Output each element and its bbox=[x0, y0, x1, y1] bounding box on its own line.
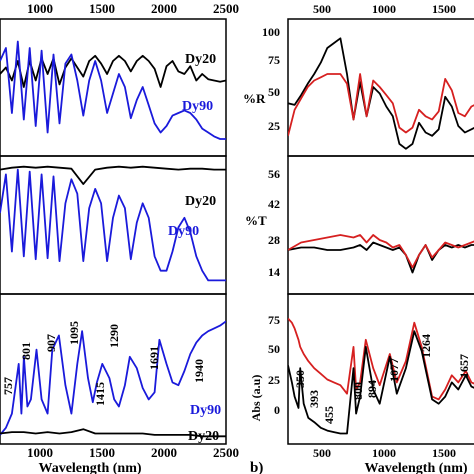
peak-label: 393 bbox=[307, 390, 321, 408]
left-bottom-frame bbox=[0, 293, 227, 445]
series-label-dy20: Dy20 bbox=[185, 52, 216, 67]
right-panels: 500 1000 1500 100 75 50 25 %R 56 42 28 1… bbox=[243, 2, 474, 474]
bottom-tick-label: 1500 bbox=[432, 446, 456, 460]
series-line-black bbox=[288, 37, 474, 150]
peak-label: 455 bbox=[322, 406, 336, 424]
series-label-dy90: Dy90 bbox=[182, 99, 213, 114]
left-panels: 1000 1500 2000 2500 Dy20 Dy90 Dy20 Dy90 … bbox=[0, 1, 239, 474]
bottom-tick-label: 500 bbox=[313, 446, 331, 460]
series-line-dy90 bbox=[0, 168, 226, 282]
peak-label: 350 bbox=[293, 370, 307, 388]
peak-label: 1077 bbox=[387, 358, 401, 382]
bottom-tick-label: 1500 bbox=[89, 445, 115, 460]
x-axis-label: Wavelength (nm) bbox=[38, 461, 141, 474]
series-line-black bbox=[288, 330, 474, 435]
peak-label: 800 bbox=[351, 382, 365, 400]
y-tick-label: 28 bbox=[268, 233, 280, 247]
peak-label: 801 bbox=[19, 342, 33, 360]
top-tick-label: 2500 bbox=[213, 1, 239, 16]
peak-label: 1415 bbox=[93, 382, 107, 406]
series-line-dy90 bbox=[0, 320, 226, 436]
left-top-frame bbox=[0, 18, 227, 157]
bottom-tick-label: 2500 bbox=[213, 445, 239, 460]
top-tick-label: 2000 bbox=[151, 1, 177, 16]
series-line-dy20 bbox=[0, 165, 226, 186]
peak-label: 1940 bbox=[192, 359, 206, 383]
bottom-tick-label: 1000 bbox=[27, 445, 53, 460]
y-tick-label: 0 bbox=[274, 403, 280, 417]
top-tick-label: 1500 bbox=[89, 1, 115, 16]
y-tick-label: 14 bbox=[268, 265, 280, 279]
peak-label: 757 bbox=[1, 377, 15, 395]
bottom-tick-label: 1000 bbox=[372, 446, 396, 460]
y-axis-label: Abs (a.u) bbox=[249, 375, 263, 422]
series-line-dy20 bbox=[0, 428, 226, 438]
y-tick-label: 25 bbox=[268, 373, 280, 387]
series-label-dy90: Dy90 bbox=[190, 403, 221, 418]
y-tick-label: 100 bbox=[262, 25, 280, 39]
series-label-dy90: Dy90 bbox=[168, 224, 199, 239]
peak-label: 1290 bbox=[107, 324, 121, 348]
right-middle-plot bbox=[288, 234, 474, 274]
top-tick-label: 500 bbox=[313, 2, 331, 16]
y-tick-label: 25 bbox=[268, 119, 280, 133]
left-bottom-plot bbox=[0, 320, 226, 438]
right-middle-frame bbox=[287, 155, 474, 295]
y-tick-label: 75 bbox=[268, 313, 280, 327]
peak-label: 1657 bbox=[457, 354, 471, 378]
panel-label-b: b) bbox=[250, 460, 263, 474]
y-tick-label: 75 bbox=[268, 53, 280, 67]
series-line-red bbox=[288, 234, 474, 269]
top-tick-label: 1000 bbox=[27, 1, 53, 16]
y-tick-label: 42 bbox=[268, 197, 280, 211]
top-tick-label: 1500 bbox=[432, 2, 456, 16]
peak-label: 894 bbox=[365, 380, 379, 398]
y-tick-label: 50 bbox=[268, 342, 280, 356]
top-tick-label: 1000 bbox=[372, 2, 396, 16]
x-axis-label: Wavelength (nm) bbox=[364, 461, 467, 474]
series-label-dy20: Dy20 bbox=[188, 429, 219, 444]
series-line-dy20 bbox=[0, 54, 226, 88]
peak-label: 1264 bbox=[419, 334, 433, 358]
bottom-tick-label: 2000 bbox=[151, 445, 177, 460]
y-axis-label: %R bbox=[243, 91, 266, 106]
y-tick-label: 56 bbox=[268, 167, 280, 181]
left-middle-plot bbox=[0, 165, 226, 282]
right-top-plot bbox=[288, 37, 474, 150]
series-line-dy90 bbox=[0, 40, 226, 140]
peak-label: 1691 bbox=[147, 346, 161, 370]
peak-label: 1095 bbox=[67, 321, 81, 345]
series-line-red bbox=[288, 73, 474, 137]
series-label-dy20: Dy20 bbox=[185, 194, 216, 209]
y-tick-label: 50 bbox=[268, 85, 280, 99]
left-top-plot bbox=[0, 40, 226, 140]
right-bottom-plot bbox=[288, 317, 474, 435]
series-line-black bbox=[288, 241, 474, 274]
series-line-red bbox=[288, 317, 474, 401]
peak-label: 907 bbox=[44, 334, 58, 352]
y-axis-label: %T bbox=[245, 213, 267, 228]
